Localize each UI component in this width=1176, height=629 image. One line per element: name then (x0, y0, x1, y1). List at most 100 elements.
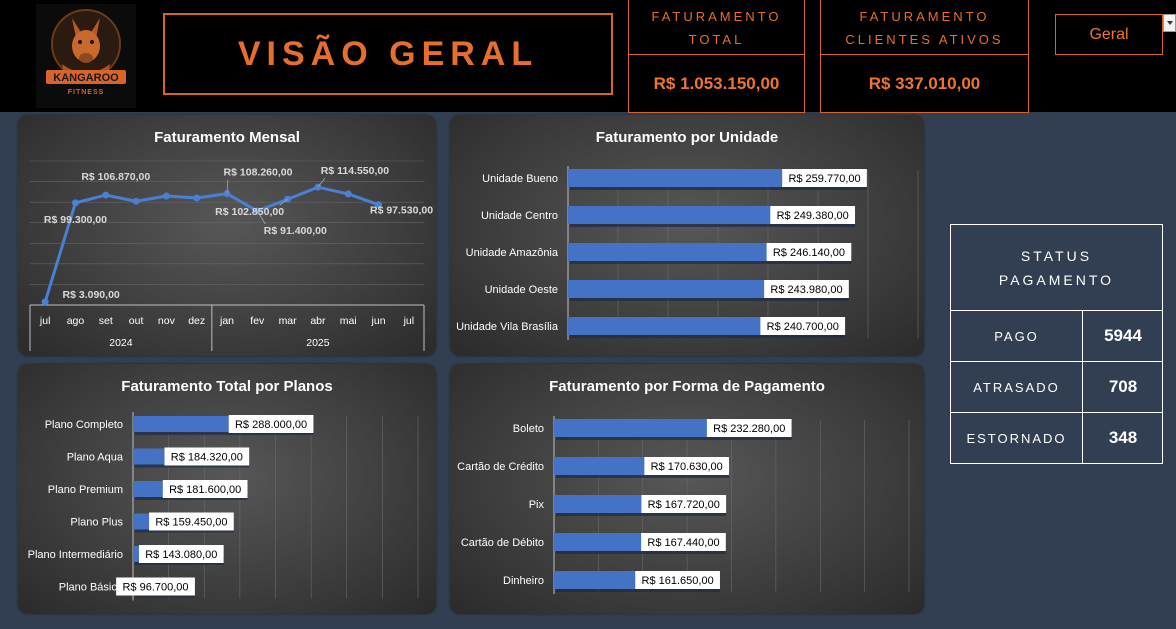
category-label: Boleto (513, 423, 544, 435)
data-label-box (644, 457, 730, 475)
data-label-box (766, 243, 852, 261)
status-title-line2: PAGAMENTO (998, 271, 1115, 288)
status-row-estornado: ESTORNADO 348 (951, 413, 1162, 464)
panel-faturamento-unidade: Faturamento por Unidade Unidade Bueno R$ 2… (450, 115, 924, 356)
data-label: R$ 91.400,00 (264, 225, 327, 237)
logo-word-kangaroo: KANGAROO (53, 72, 119, 84)
status-label: ATRASADO (951, 362, 1083, 412)
kpi-label-line2: TOTAL (688, 32, 745, 47)
status-value: 708 (1108, 377, 1138, 396)
chart-title: Faturamento por Forma de Pagamento (549, 378, 825, 395)
status-pagamento-table: STATUS PAGAMENTO PAGO 5944 ATRASADO 708 … (950, 224, 1163, 464)
data-label: R$ 97.530,00 (370, 205, 433, 217)
data-point (375, 201, 383, 209)
status-table-header: STATUS PAGAMENTO (951, 225, 1162, 311)
x-tick-label: ago (67, 315, 85, 327)
category-label: Plano Intermediário (28, 549, 123, 561)
filter-dropdown-arrow[interactable] (1163, 14, 1176, 32)
x-tick-label: jul (403, 315, 415, 327)
data-label: R$ 243.980,00 (770, 284, 842, 296)
x-tick-label: abr (310, 315, 326, 327)
data-label-box (782, 169, 867, 187)
data-point (71, 199, 79, 207)
status-value: 5944 (1104, 326, 1142, 345)
x-group-label: 2024 (109, 337, 133, 349)
x-tick-label: jun (371, 315, 386, 327)
leader-line (226, 179, 229, 194)
x-tick-label: mai (340, 315, 357, 327)
data-label: R$ 3.090,00 (63, 289, 120, 301)
data-label-box (706, 419, 792, 437)
category-label: Pix (529, 499, 545, 511)
x-tick-label: mar (279, 315, 298, 327)
x-tick-label: out (129, 315, 144, 327)
chart-faturamento-unidade: Faturamento por Unidade Unidade Bueno R$ 2… (456, 129, 919, 340)
data-label: R$ 167.440,00 (647, 537, 719, 549)
category-label: Unidade Amazônia (466, 247, 559, 259)
data-label: R$ 159.450,00 (155, 517, 227, 529)
data-point (132, 197, 140, 205)
data-label: R$ 249.380,00 (777, 210, 849, 222)
chart-title: Faturamento Mensal (154, 129, 300, 146)
kangaroo-fitness-logo: KANGAROO FITNESS (36, 4, 136, 108)
status-label: PAGO (951, 311, 1083, 361)
chart-title: Faturamento Total por Planos (121, 378, 332, 395)
data-label-box (149, 512, 234, 531)
panel-faturamento-pagamento: Faturamento por Forma de Pagamento Boleto… (450, 364, 924, 614)
kpi-label-line1: FATURAMENTO (651, 9, 782, 24)
logo-word-fitness: FITNESS (68, 89, 105, 96)
data-point (253, 207, 261, 215)
data-label: R$ 96.700,00 (122, 582, 188, 594)
panel-faturamento-mensal: Faturamento Mensal jul ago set out nov dez jan f… (18, 115, 436, 356)
data-label: R$ 108.260,00 (224, 167, 293, 179)
x-tick-label: set (99, 315, 113, 327)
category-label: Unidade Bueno (482, 173, 558, 185)
x-group-label: 2025 (306, 337, 330, 349)
data-label: R$ 170.630,00 (651, 461, 723, 473)
chart-title: Faturamento por Unidade (596, 129, 779, 146)
chart-faturamento-planos: Faturamento Total por Planos Plano Comple… (28, 378, 419, 601)
data-label-box (138, 545, 224, 563)
data-label-box (116, 577, 195, 596)
data-label: R$ 246.140,00 (773, 247, 845, 259)
page-title-box: VISÃO GERAL (163, 13, 613, 95)
kpi-faturamento-clientes-ativos: FATURAMENTO CLIENTES ATIVOS R$ 337.010,0… (820, 0, 1029, 113)
kpi-label-line2: CLIENTES ATIVOS (845, 32, 1004, 47)
data-label-box (162, 480, 248, 498)
series-line (43, 185, 380, 303)
kpi-label: FATURAMENTO TOTAL (629, 0, 804, 55)
data-label: R$ 106.870,00 (81, 171, 150, 183)
category-label: Plano Plus (70, 517, 123, 529)
data-label: R$ 259.770,00 (788, 173, 860, 185)
leader-line (279, 198, 288, 206)
data-label: R$ 102.850,00 (215, 206, 284, 218)
data-label: R$ 240.700,00 (767, 321, 839, 333)
data-point (102, 191, 110, 199)
category-label: Plano Completo (45, 419, 123, 431)
x-tick-label: fev (250, 315, 265, 327)
data-label-box (764, 280, 849, 298)
status-title-line1: STATUS (1020, 247, 1093, 264)
kpi-label-line1: FATURAMENTO (859, 9, 990, 24)
kpi-value: R$ 337.010,00 (868, 73, 981, 93)
category-label: Unidade Centro (481, 210, 558, 222)
data-label: R$ 114.550,00 (321, 165, 389, 177)
status-row-pago: PAGO 5944 (951, 311, 1162, 362)
category-label: Plano Básico (59, 582, 123, 594)
chevron-down-icon (1166, 21, 1173, 25)
chart-faturamento-pagamento: Faturamento por Forma de Pagamento Boleto… (457, 378, 910, 594)
category-label: Plano Premium (48, 484, 123, 496)
data-label-box (770, 206, 856, 224)
data-point (344, 190, 352, 198)
data-label-box (164, 447, 250, 466)
status-row-atrasado: ATRASADO 708 (951, 362, 1162, 413)
status-value: 348 (1108, 428, 1138, 447)
data-point (41, 298, 49, 306)
category-label: Unidade Vila Brasília (456, 321, 559, 333)
data-label-box (641, 495, 727, 513)
page-title: VISÃO GERAL (237, 34, 539, 73)
x-tick-label: jan (219, 315, 234, 327)
filter-dropdown[interactable]: Geral (1055, 14, 1163, 55)
data-label-box (635, 571, 720, 589)
filter-selected-value: Geral (1089, 25, 1129, 43)
